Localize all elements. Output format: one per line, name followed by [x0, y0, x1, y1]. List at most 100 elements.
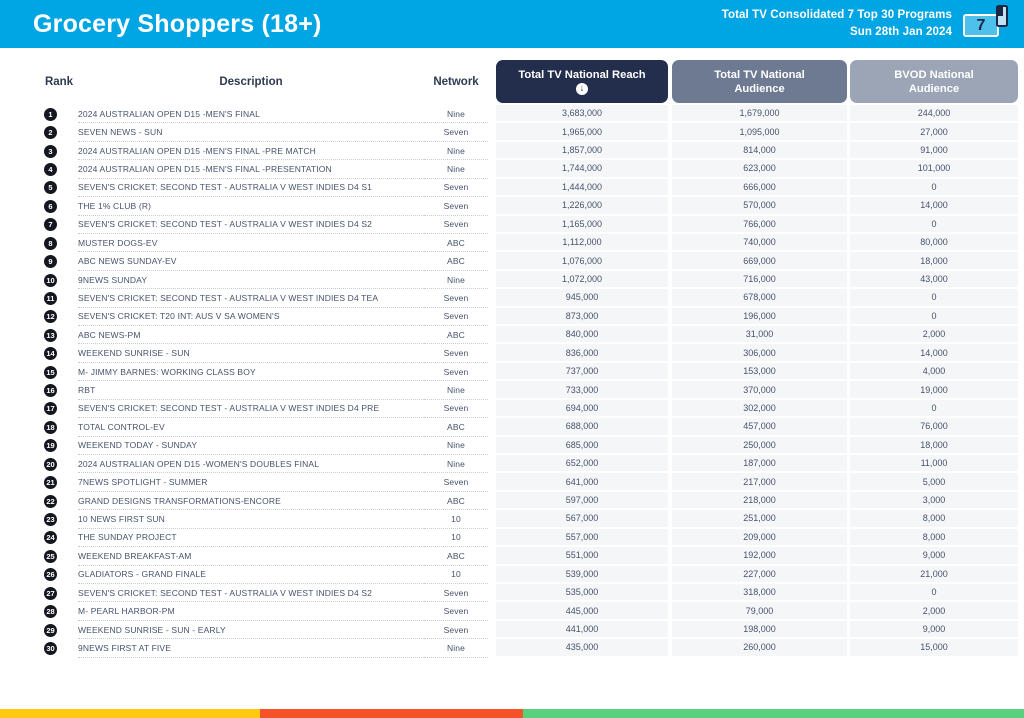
bvod-audience-cell: 2,000	[850, 602, 1018, 621]
total-tv-audience-cell: 260,000	[672, 639, 847, 658]
network-cell: Nine	[424, 142, 488, 161]
network-cell: Nine	[424, 105, 488, 124]
total-tv-reach-cell: 567,000	[496, 510, 668, 529]
total-tv-reach-cell: 733,000	[496, 381, 668, 400]
column-header-total-tv-audience[interactable]: Total TV National Audience	[672, 60, 847, 103]
total-tv-reach-cell: 1,965,000	[496, 123, 668, 142]
rank-cell: 1	[40, 105, 78, 123]
total-tv-audience-cell: 217,000	[672, 473, 847, 492]
total-tv-audience-cell: 187,000	[672, 455, 847, 474]
total-tv-audience-cell: 250,000	[672, 436, 847, 456]
program-description-cell: M- PEARL HARBOR-PM	[78, 602, 424, 621]
rank-badge: 15	[44, 365, 57, 379]
total-tv-reach-cell: 1,076,000	[496, 252, 668, 271]
table-row: 1 2024 AUSTRALIAN OPEN D15 -MEN'S FINAL Ni…	[40, 105, 1018, 124]
tv-screen-icon: 7	[963, 14, 999, 37]
rank-badge: 3	[44, 144, 57, 158]
column-gutter	[488, 621, 496, 639]
total-tv-audience-cell: 196,000	[672, 307, 847, 327]
table-row: 10 9NEWS SUNDAY Nine 1,072,000 716,000 43,000	[40, 270, 1018, 290]
program-description-cell: ABC NEWS-PM	[78, 326, 424, 345]
total-tv-reach-cell: 641,000	[496, 473, 668, 492]
total-tv-audience-cell: 669,000	[672, 252, 847, 271]
total-tv-reach-cell: 945,000	[496, 289, 668, 308]
table-row: 24 THE SUNDAY PROJECT 10 557,000 209,000 8,00…	[40, 528, 1018, 548]
column-gutter	[488, 216, 496, 234]
column-gutter	[488, 308, 496, 326]
column-gutter	[488, 381, 496, 399]
rank-badge: 26	[44, 568, 57, 582]
column-gutter	[488, 344, 496, 362]
program-description-cell: 2024 AUSTRALIAN OPEN D15 -MEN'S FINAL	[78, 105, 424, 124]
column-gutter	[488, 179, 496, 197]
rank-badge: 22	[44, 494, 57, 508]
rank-badge: 10	[44, 273, 57, 287]
audience-header-label: Total TV National Audience	[714, 68, 805, 95]
total-tv-reach-cell: 873,000	[496, 307, 668, 327]
total-tv-audience-cell: 227,000	[672, 565, 847, 584]
column-gutter	[488, 123, 496, 141]
program-description-cell: SEVEN'S CRICKET: SECOND TEST - AUSTRALIA…	[78, 216, 424, 234]
network-cell: Seven	[424, 400, 488, 419]
program-description-cell: 9NEWS FIRST AT FIVE	[78, 639, 424, 658]
network-cell: Seven	[424, 179, 488, 198]
program-description-cell: WEEKEND BREAKFAST-AM	[78, 547, 424, 566]
table-row: 27 SEVEN'S CRICKET: SECOND TEST - AUSTRAL…	[40, 583, 1018, 603]
total-tv-reach-cell: 445,000	[496, 602, 668, 621]
table-row: 30 9NEWS FIRST AT FIVE Nine 435,000 260,000 1…	[40, 639, 1018, 658]
table-row: 3 2024 AUSTRALIAN OPEN D15 -MEN'S FINAL -…	[40, 141, 1018, 161]
bvod-audience-cell: 91,000	[850, 141, 1018, 161]
program-description-cell: ABC NEWS SUNDAY-EV	[78, 252, 424, 271]
rank-badge: 1	[44, 107, 57, 121]
column-header-total-tv-reach[interactable]: Total TV National Reach ↓	[496, 60, 668, 103]
total-tv-audience-cell: 666,000	[672, 178, 847, 198]
table-row: 11 SEVEN'S CRICKET: SECOND TEST - AUSTRAL…	[40, 289, 1018, 308]
rank-cell: 15	[40, 363, 78, 381]
table-row: 17 SEVEN'S CRICKET: SECOND TEST - AUSTRAL…	[40, 399, 1018, 419]
program-description-cell: 7NEWS SPOTLIGHT - SUMMER	[78, 473, 424, 492]
rank-cell: 11	[40, 289, 78, 307]
bvod-audience-cell: 0	[850, 307, 1018, 327]
total-tv-reach-cell: 539,000	[496, 565, 668, 584]
total-tv-audience-cell: 31,000	[672, 326, 847, 345]
total-tv-reach-cell: 1,112,000	[496, 233, 668, 253]
reach-header-label: Total TV National Reach	[518, 69, 646, 81]
program-description-cell: 10 NEWS FIRST SUN	[78, 510, 424, 529]
rank-cell: 12	[40, 308, 78, 326]
total-tv-audience-cell: 209,000	[672, 528, 847, 548]
bvod-audience-cell: 14,000	[850, 344, 1018, 363]
total-tv-reach-cell: 3,683,000	[496, 105, 668, 124]
column-gutter	[488, 252, 496, 270]
table-row: 23 10 NEWS FIRST SUN 10 567,000 251,000 8,000	[40, 510, 1018, 529]
network-cell: Seven	[424, 308, 488, 327]
program-description-cell: SEVEN'S CRICKET: SECOND TEST - AUSTRALIA…	[78, 289, 424, 308]
network-cell: 10	[424, 566, 488, 584]
bvod-audience-cell: 15,000	[850, 639, 1018, 658]
rank-cell: 4	[40, 160, 78, 178]
column-gutter	[488, 105, 496, 123]
rank-badge: 9	[44, 255, 57, 269]
program-description-cell: THE 1% CLUB (R)	[78, 197, 424, 216]
program-description-cell: RBT	[78, 381, 424, 400]
rank-badge: 25	[44, 549, 57, 563]
program-description-cell: 9NEWS SUNDAY	[78, 271, 424, 290]
column-gutter	[488, 492, 496, 510]
rank-cell: 25	[40, 547, 78, 565]
bvod-audience-cell: 0	[850, 178, 1018, 198]
total-tv-reach-cell: 694,000	[496, 399, 668, 419]
column-header-bvod-audience[interactable]: BVOD National Audience	[850, 60, 1018, 103]
sort-descending-icon[interactable]: ↓	[576, 83, 588, 95]
rank-cell: 30	[40, 639, 78, 657]
rank-cell: 10	[40, 271, 78, 289]
rank-badge: 16	[44, 384, 57, 398]
bvod-header-label: BVOD National Audience	[894, 68, 974, 95]
program-description-cell: WEEKEND SUNRISE - SUN	[78, 344, 424, 363]
total-tv-audience-cell: 1,095,000	[672, 123, 847, 142]
column-gutter	[488, 584, 496, 602]
rank-cell: 7	[40, 216, 78, 234]
header-right: Total TV Consolidated 7 Top 30 Programs …	[722, 3, 1024, 45]
rank-cell: 22	[40, 492, 78, 510]
rank-badge: 20	[44, 457, 57, 471]
network-cell: Seven	[424, 289, 488, 308]
bvod-audience-cell: 8,000	[850, 510, 1018, 529]
